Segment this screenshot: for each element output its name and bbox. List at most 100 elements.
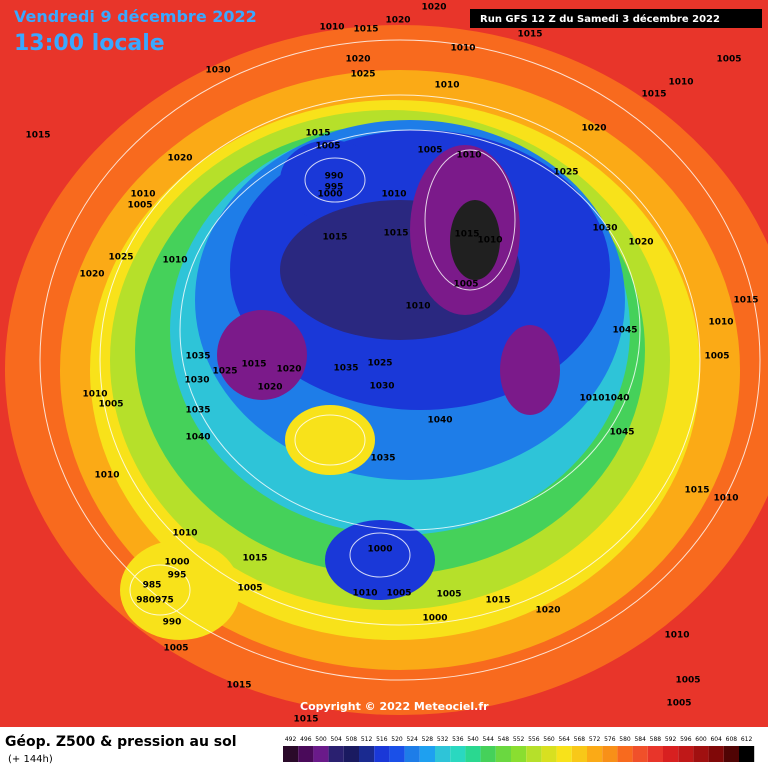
isobar-label: 1005 — [675, 676, 700, 686]
isobar-label: 1000 — [422, 614, 447, 624]
isobar-label: 1020 — [385, 16, 410, 26]
colorbar-cell — [419, 746, 435, 762]
run-info: Run GFS 12 Z du Samedi 3 décembre 2022 — [480, 13, 720, 25]
colorbar-label: 528 — [422, 736, 434, 743]
isobar-label: 1035 — [185, 352, 210, 362]
colorbar-label: 492 — [285, 736, 297, 743]
colorbar-cell — [283, 746, 299, 762]
isobar-label: 1045 — [612, 326, 637, 336]
colorbar-label: 548 — [498, 736, 510, 743]
isobar-label: 1015 — [25, 131, 50, 141]
colorbar-label: 512 — [361, 736, 373, 743]
isobar-label: 990 — [163, 618, 182, 628]
colorbar-label: 568 — [574, 736, 586, 743]
isobar-label: 1025 — [212, 367, 237, 377]
isobar-label: 1010 — [664, 631, 689, 641]
isobar-label: 1015 — [226, 681, 251, 691]
isobar-label: 1015 — [293, 715, 318, 725]
isobar-label: 1010 — [450, 44, 475, 54]
isobar-label: 1030 — [184, 376, 209, 386]
isobar-label: 1010 — [713, 494, 738, 504]
colorbar-cell — [480, 746, 496, 762]
isobar-label: 1010 — [477, 236, 502, 246]
isobar-label: 1025 — [553, 168, 578, 178]
colorbar-label: 540 — [467, 736, 479, 743]
isobar-label: 1020 — [535, 606, 560, 616]
isobar-label: 980975 — [136, 596, 174, 606]
colorbar-cell — [587, 746, 603, 762]
isobar-label: 1010 — [456, 151, 481, 161]
isobar-label: 1020 — [79, 270, 104, 280]
colorbar-cell — [328, 746, 344, 762]
isobar-label: 1015 — [517, 30, 542, 40]
isobar-label: 1015 — [383, 229, 408, 239]
isobar-label: 1000 — [164, 558, 189, 568]
isobar-label: 1035 — [333, 364, 358, 374]
isobar-label: 1015 — [242, 554, 267, 564]
isobar-label: 1005 — [237, 584, 262, 594]
isobar-label: 1010 — [162, 256, 187, 266]
isobar-label: 1005 — [666, 699, 691, 709]
isobars — [39, 39, 761, 681]
colorbar-cell — [298, 746, 314, 762]
colorbar-cell — [389, 746, 405, 762]
colorbar-label: 520 — [391, 736, 403, 743]
copyright: Copyright © 2022 Meteociel.fr — [300, 700, 489, 713]
isobar-label: 1010 — [381, 190, 406, 200]
isobar-label: 1015 — [305, 129, 330, 139]
colorbar-cell — [404, 746, 420, 762]
colorbar-label: 600 — [695, 736, 707, 743]
isobar-label: 1030 — [592, 224, 617, 234]
colorbar-cell — [647, 746, 663, 762]
colorbar-label: 516 — [376, 736, 388, 743]
height-field — [5, 25, 768, 715]
colorbar-label: 508 — [346, 736, 358, 743]
isobar-label: 1010 — [82, 390, 107, 400]
colorbar-label: 596 — [680, 736, 692, 743]
isobar-label: 1010 — [130, 190, 155, 200]
isobar-label: 1010 — [579, 394, 604, 404]
isobar-label: 1000 — [367, 545, 392, 555]
colorbar-cell — [708, 746, 724, 762]
colorbar-cell — [313, 746, 329, 762]
isobar-label: 1020 — [628, 238, 653, 248]
colorbar-cell — [632, 746, 648, 762]
isobar-label: 1020 — [345, 55, 370, 65]
colorbar-cell — [571, 746, 587, 762]
isobar-label: 1005 — [315, 142, 340, 152]
colorbar-cell — [495, 746, 511, 762]
isobar-label: 1005 — [98, 400, 123, 410]
colorbar-cell — [693, 746, 709, 762]
colorbar-label: 608 — [726, 736, 738, 743]
isobar-label: 1000 — [317, 190, 342, 200]
isobar-label: 1030 — [205, 66, 230, 76]
isobar-label: 1005 — [127, 201, 152, 211]
colorbar-cell — [678, 746, 694, 762]
isobar-label: 1010 — [352, 589, 377, 599]
colorbar-label: 552 — [513, 736, 525, 743]
colorbar-label: 612 — [741, 736, 753, 743]
isobar-label: 1025 — [367, 359, 392, 369]
isobar-label: 1005 — [417, 146, 442, 156]
isobar-label: 1020 — [581, 124, 606, 134]
colorbar-cell — [739, 746, 755, 762]
isobar-label: 1040 — [185, 433, 210, 443]
colorbar-cell — [374, 746, 390, 762]
isobar-label: 1015 — [241, 360, 266, 370]
isobar-label: 1020 — [167, 154, 192, 164]
time: 13:00 locale — [14, 31, 165, 56]
colorbar-cell — [617, 746, 633, 762]
isobar-label: 1030 — [369, 382, 394, 392]
isobar-label: 1010 — [668, 78, 693, 88]
isobar-label: 1035 — [370, 454, 395, 464]
colorbar-cell — [511, 746, 527, 762]
isobar-label: 1035 — [185, 406, 210, 416]
isobar-label: 1015 — [485, 596, 510, 606]
isobar-label: 990 — [325, 172, 344, 182]
colorbar: 492 496 500 504 508 512 516 520 524 528 532 536 540 5… — [283, 736, 755, 762]
colorbar-label: 496 — [300, 736, 312, 743]
isobar-label: 1015 — [322, 233, 347, 243]
colorbar-cell — [663, 746, 679, 762]
